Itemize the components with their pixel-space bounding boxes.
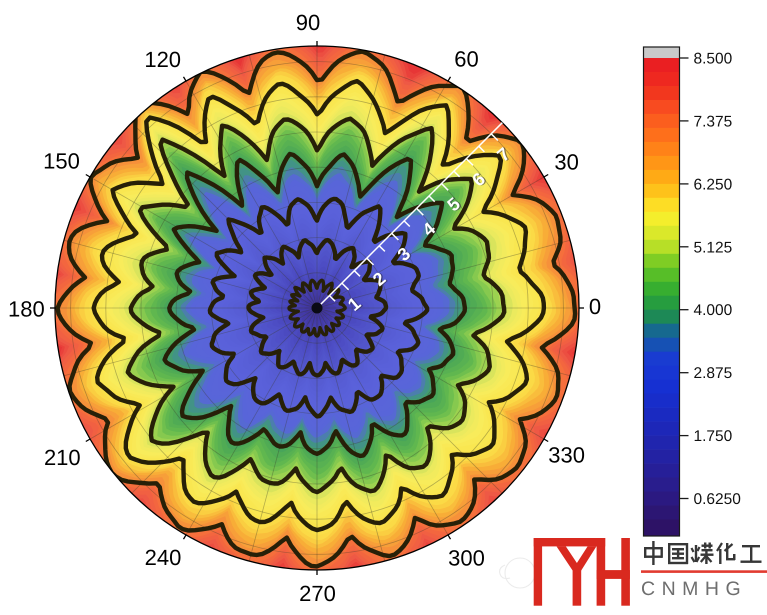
svg-text:90: 90 xyxy=(296,10,320,35)
svg-text:180: 180 xyxy=(8,297,45,322)
svg-text:6.250: 6.250 xyxy=(694,176,733,193)
svg-text:4.000: 4.000 xyxy=(694,302,733,319)
svg-text:30: 30 xyxy=(554,150,578,175)
svg-text:300: 300 xyxy=(448,546,485,571)
svg-text:270: 270 xyxy=(299,581,336,606)
svg-text:240: 240 xyxy=(145,545,182,570)
svg-text:330: 330 xyxy=(548,442,585,467)
svg-text:0.6250: 0.6250 xyxy=(694,491,742,508)
svg-text:210: 210 xyxy=(44,445,81,470)
svg-text:8.500: 8.500 xyxy=(694,51,733,68)
svg-text:5.125: 5.125 xyxy=(694,239,733,256)
svg-text:CNMHG: CNMHG xyxy=(641,578,747,600)
svg-text:120: 120 xyxy=(144,47,181,72)
svg-text:1.750: 1.750 xyxy=(694,428,733,445)
svg-text:60: 60 xyxy=(454,46,478,71)
svg-text:2.875: 2.875 xyxy=(694,365,733,382)
svg-text:0: 0 xyxy=(589,294,601,319)
svg-text:7.375: 7.375 xyxy=(694,113,733,130)
svg-text:150: 150 xyxy=(43,149,80,174)
